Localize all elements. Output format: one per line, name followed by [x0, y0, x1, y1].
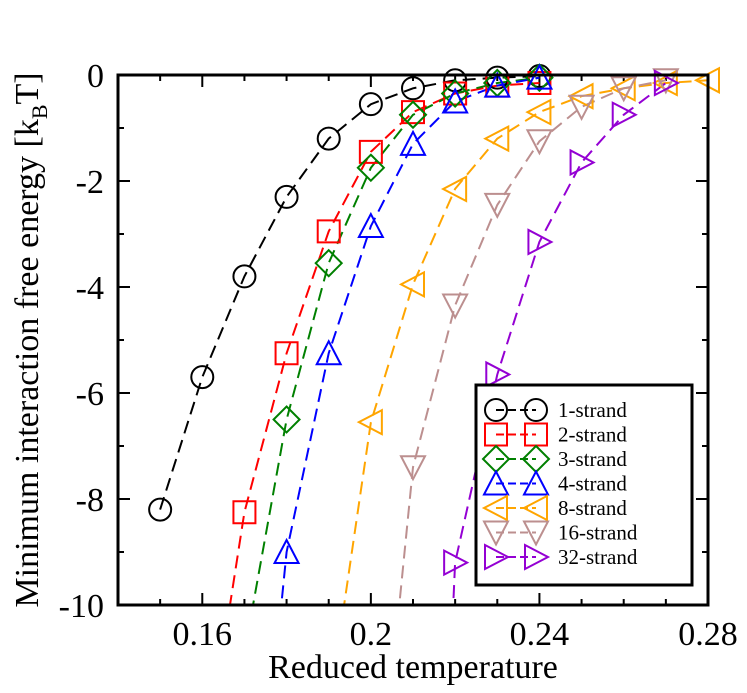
series-line-8-strand	[343, 79, 708, 605]
legend-label-8-strand: 8-strand	[558, 496, 627, 520]
y-axis-title-main: Minimum interaction free energy [k	[9, 119, 46, 607]
legend-label-2-strand: 2-strand	[558, 423, 627, 447]
y-axis-title-sub: B	[27, 104, 52, 119]
y-tick-label: 0	[87, 58, 104, 95]
data-point-32-strand	[443, 548, 470, 577]
data-point-16-strand	[567, 94, 596, 121]
plot-frame	[116, 73, 710, 607]
legend-marker-32-strand	[524, 543, 551, 571]
x-axis-title: Reduced temperature	[268, 649, 558, 686]
legend-label-3-strand: 3-strand	[558, 447, 627, 471]
series-line-32-strand	[452, 82, 667, 605]
y-tick-label: -6	[76, 376, 104, 413]
legend-marker-1-strand	[484, 398, 508, 422]
data-point-4-strand	[483, 71, 511, 98]
data-point-3-strand	[525, 63, 554, 93]
legend-marker-16-strand	[482, 520, 510, 547]
legend-marker-8-strand	[521, 494, 548, 522]
data-point-4-strand	[272, 537, 301, 564]
x-tick-label: 0.24	[510, 616, 570, 653]
legend-marker-4-strand	[522, 469, 550, 496]
data-point-16-strand	[483, 192, 511, 220]
data-point-8-strand	[609, 74, 636, 102]
data-point-32-strand	[611, 101, 638, 129]
data-point-1-strand	[148, 497, 173, 522]
series-line-16-strand	[398, 79, 667, 605]
data-point-4-strand	[399, 129, 427, 156]
legend-marker-32-strand	[484, 543, 511, 571]
legend: 1-strand2-strand3-strand4-strand8-strand…	[474, 383, 694, 587]
data-point-1-strand	[401, 76, 425, 101]
y-axis-title-end: T]	[9, 72, 46, 104]
data-point-32-strand	[569, 148, 596, 177]
data-point-8-strand	[398, 270, 425, 298]
data-point-32-strand	[527, 228, 554, 256]
series-line-3-strand	[252, 76, 540, 605]
data-point-3-strand	[398, 100, 428, 130]
legend-label-4-strand: 4-strand	[558, 472, 627, 496]
data-point-32-strand	[653, 69, 681, 97]
legend-marker-8-strand	[481, 494, 508, 522]
y-axis-title: Minimum interaction free energy [kBT]	[9, 72, 52, 607]
x-tick-label: 0.16	[173, 616, 233, 653]
y-tick-label: -4	[76, 270, 104, 307]
data-point-1-strand	[316, 126, 341, 151]
markers-layer	[148, 63, 720, 577]
y-tick-label: -8	[76, 482, 104, 519]
legend-label-32-strand: 32-strand	[558, 545, 638, 569]
data-point-2-strand	[232, 500, 257, 525]
legend-marker-4-strand	[482, 469, 510, 496]
data-point-8-strand	[440, 175, 468, 203]
legend-box	[474, 383, 694, 587]
legend-label-1-strand: 1-strand	[558, 398, 627, 422]
data-point-3-strand	[356, 153, 386, 183]
y-tick-label: -2	[76, 164, 104, 201]
data-point-2-strand	[316, 219, 341, 244]
data-point-4-strand	[525, 63, 554, 90]
series-line-2-strand	[228, 82, 540, 605]
data-point-1-strand	[274, 184, 299, 209]
data-point-16-strand	[399, 455, 427, 482]
data-point-3-strand	[440, 79, 470, 108]
data-point-1-strand	[358, 92, 383, 117]
series-line-4-strand	[280, 76, 540, 605]
data-point-2-strand	[274, 341, 299, 366]
data-point-1-strand	[232, 264, 257, 289]
data-point-4-strand	[315, 339, 343, 366]
data-point-32-strand	[485, 360, 512, 389]
data-point-16-strand	[610, 76, 638, 103]
data-point-16-strand	[525, 129, 554, 156]
data-point-16-strand	[441, 293, 469, 320]
x-tick-label: 0.2	[350, 616, 393, 653]
tick-labels: 0.16 0.2 0.24 0.28 0 -2 -4 -6 -8 -10	[59, 58, 738, 653]
data-point-4-strand	[441, 87, 469, 114]
data-point-8-strand	[356, 408, 383, 436]
data-point-4-strand	[357, 211, 385, 239]
legend-marker-1-strand	[524, 398, 548, 422]
legend-marker-16-strand	[522, 520, 550, 547]
series-layer	[159, 75, 708, 605]
x-tick-label: 0.28	[678, 616, 738, 653]
data-point-3-strand	[314, 248, 344, 278]
data-point-2-strand	[443, 81, 468, 106]
data-point-8-strand	[483, 124, 510, 153]
data-point-2-strand	[358, 139, 383, 164]
data-point-3-strand	[272, 405, 301, 434]
legend-marker-2-strand	[524, 422, 548, 447]
data-point-1-strand	[190, 365, 215, 390]
data-point-8-strand	[525, 98, 552, 126]
legend-marker-2-strand	[484, 422, 508, 447]
y-tick-label: -10	[59, 588, 104, 625]
legend-label-16-strand: 16-strand	[558, 521, 638, 545]
